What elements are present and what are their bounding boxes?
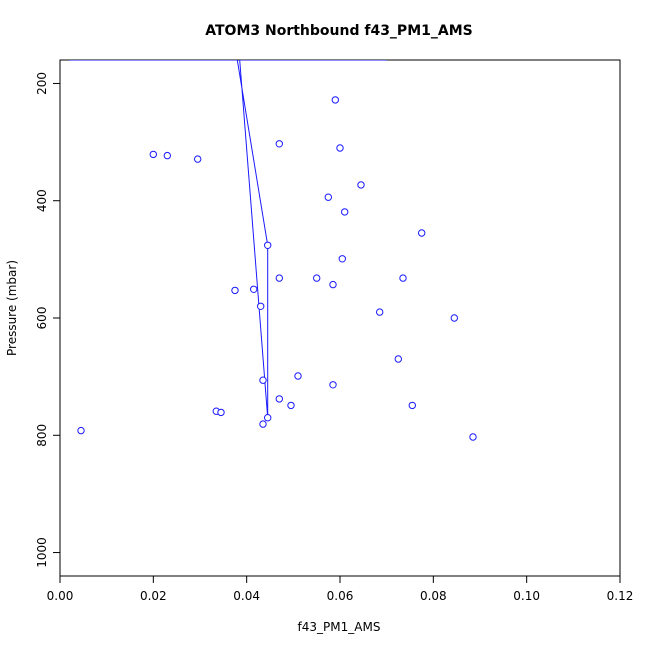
x-tick-label: 0.08 bbox=[420, 589, 447, 603]
y-tick-label: 1000 bbox=[35, 537, 49, 568]
data-point bbox=[450, 314, 458, 322]
data-point bbox=[194, 155, 202, 163]
data-point bbox=[338, 255, 346, 263]
series-layer bbox=[69, 60, 477, 441]
data-point bbox=[341, 208, 349, 216]
data-point bbox=[329, 381, 337, 389]
data-point bbox=[149, 150, 158, 159]
y-tick-label: 600 bbox=[35, 307, 49, 330]
data-point bbox=[250, 285, 258, 293]
data-point bbox=[259, 376, 267, 384]
x-axis: 0.00 0.02 0.04 0.06 0.08 0.10 0.12 bbox=[47, 576, 634, 603]
data-point bbox=[357, 181, 365, 189]
data-point bbox=[231, 286, 239, 295]
data-point bbox=[275, 140, 283, 148]
y-tick-label: 400 bbox=[35, 189, 49, 212]
data-point bbox=[257, 302, 265, 310]
data-point bbox=[469, 433, 477, 441]
data-point bbox=[217, 408, 225, 417]
data-point bbox=[275, 395, 283, 403]
data-point bbox=[77, 426, 85, 435]
data-point bbox=[294, 372, 302, 380]
data-point bbox=[324, 193, 332, 201]
x-tick-label: 0.00 bbox=[47, 589, 74, 603]
x-tick-label: 0.02 bbox=[140, 589, 167, 603]
x-tick-label: 0.10 bbox=[513, 589, 540, 603]
y-axis-label: Pressure (mbar) bbox=[5, 260, 19, 356]
x-axis-label: f43_PM1_AMS bbox=[298, 620, 381, 634]
data-point bbox=[376, 308, 384, 316]
data-point bbox=[264, 241, 272, 250]
data-point bbox=[418, 229, 426, 237]
y-axis: 200 400 600 800 1000 bbox=[35, 72, 60, 568]
x-tick-label: 0.06 bbox=[327, 589, 354, 603]
plot-frame bbox=[59, 59, 621, 577]
data-point bbox=[264, 414, 272, 422]
data-point bbox=[313, 274, 321, 282]
data-point bbox=[275, 274, 283, 282]
data-point bbox=[399, 274, 407, 282]
x-tick-label: 0.04 bbox=[233, 589, 260, 603]
series-line bbox=[69, 60, 387, 418]
data-point bbox=[163, 151, 172, 160]
data-point bbox=[408, 401, 416, 410]
data-point bbox=[259, 420, 267, 428]
data-point bbox=[336, 144, 344, 152]
data-point bbox=[394, 355, 402, 363]
chart-title: ATOM3 Northbound f43_PM1_AMS bbox=[205, 23, 472, 39]
x-tick-label: 0.12 bbox=[607, 589, 634, 603]
y-tick-label: 200 bbox=[35, 72, 49, 95]
y-tick-label: 800 bbox=[35, 424, 49, 447]
data-point bbox=[287, 401, 295, 410]
data-point bbox=[331, 96, 339, 104]
data-point bbox=[329, 280, 337, 289]
